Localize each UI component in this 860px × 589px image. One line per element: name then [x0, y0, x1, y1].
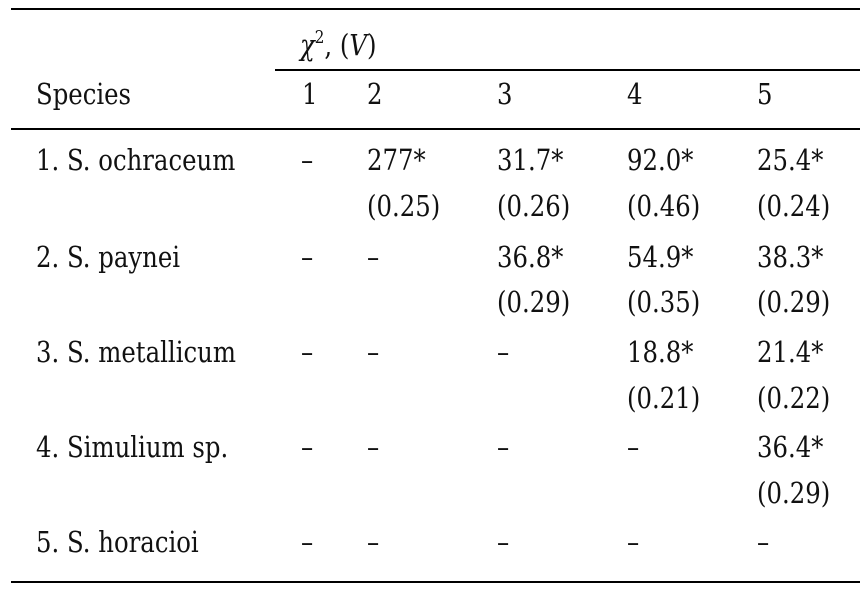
- v-cell: (0.26): [497, 189, 571, 223]
- chi2-cell: –: [497, 335, 510, 369]
- chi2-cell: –: [627, 525, 640, 559]
- species-label: 5. S. horacioi: [36, 525, 199, 559]
- column-header-3: 3: [497, 77, 513, 111]
- chi2-cell: –: [367, 430, 380, 464]
- chi2-cell: 92.0*: [627, 143, 694, 177]
- chi2-cell: 18.8*: [627, 335, 694, 369]
- chi2-cell: –: [301, 143, 314, 177]
- stat-header-close: ): [366, 28, 377, 62]
- species-label: 4. Simulium sp.: [36, 430, 229, 464]
- species-label: 3. S. metallicum: [36, 335, 236, 369]
- chi2-cell: 31.7*: [497, 143, 564, 177]
- chi2-cell: –: [757, 525, 770, 559]
- v-cell: (0.25): [367, 189, 441, 223]
- chi2-cell: –: [627, 430, 640, 464]
- header-bottom-rule: [11, 128, 860, 130]
- chi2-cell: 38.3*: [757, 240, 824, 274]
- column-header-4: 4: [627, 77, 643, 111]
- chi2-cell: –: [367, 525, 380, 559]
- chi2-cell: –: [497, 430, 510, 464]
- row-header-species: Species: [36, 77, 132, 111]
- v-cell: (0.29): [757, 476, 831, 510]
- chi2-cell: 21.4*: [757, 335, 824, 369]
- top-rule: [11, 8, 860, 10]
- chi2-cell: 277*: [367, 143, 426, 177]
- v-cell: (0.46): [627, 189, 701, 223]
- chi2-cell: –: [301, 525, 314, 559]
- chi2-cell: –: [367, 335, 380, 369]
- chi2-cell: 25.4*: [757, 143, 824, 177]
- species-label: 2. S. paynei: [36, 240, 181, 274]
- v-cell: (0.35): [627, 285, 701, 319]
- chi-symbol: χ: [300, 28, 315, 62]
- chi2-cell: 36.8*: [497, 240, 564, 274]
- chi2-cell: 36.4*: [757, 430, 824, 464]
- bottom-rule: [11, 581, 860, 583]
- chi2-cell: 54.9*: [627, 240, 694, 274]
- v-cell: (0.22): [757, 381, 831, 415]
- chi2-cell: –: [367, 240, 380, 274]
- stat-header-sep: , (: [324, 28, 350, 62]
- cramers-v-symbol: V: [349, 28, 367, 62]
- chi2-cell: –: [301, 335, 314, 369]
- v-cell: (0.24): [757, 189, 831, 223]
- stat-header-underline: [275, 69, 860, 71]
- chi2-cell: –: [497, 525, 510, 559]
- column-header-5: 5: [757, 77, 773, 111]
- v-cell: (0.21): [627, 381, 701, 415]
- species-label: 1. S. ochraceum: [36, 143, 236, 177]
- chi-superscript: 2: [314, 27, 325, 48]
- v-cell: (0.29): [497, 285, 571, 319]
- chi2-cell: –: [301, 240, 314, 274]
- stat-header: χ2, (V): [300, 28, 377, 62]
- chi2-cell: –: [301, 430, 314, 464]
- column-header-2: 2: [367, 77, 383, 111]
- v-cell: (0.29): [757, 285, 831, 319]
- column-header-1: 1: [302, 77, 318, 111]
